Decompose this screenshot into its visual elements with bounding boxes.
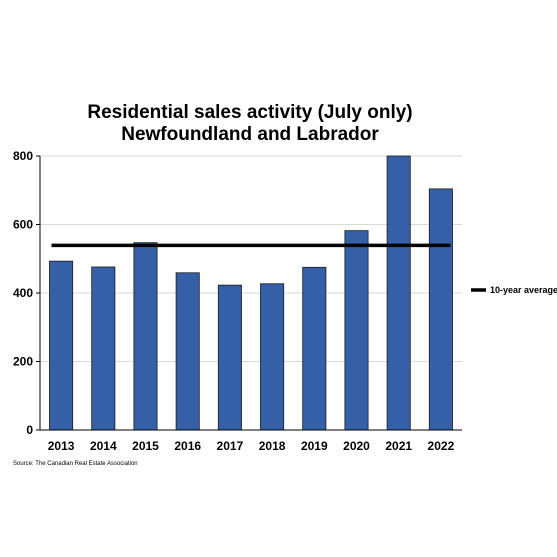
x-tick-label-2018: 2018 <box>259 439 286 453</box>
bar-2018 <box>260 283 285 431</box>
x-tick-label-2020: 2020 <box>343 439 370 453</box>
x-tick-label-2015: 2015 <box>132 439 159 453</box>
bars <box>49 155 453 431</box>
axes <box>36 155 462 431</box>
y-tick-label-0: 0 <box>26 423 33 437</box>
source-note: Source: The Canadian Real Estate Associa… <box>13 461 138 467</box>
bar-2014 <box>91 266 116 431</box>
x-tick-label-2013: 2013 <box>48 439 75 453</box>
y-tick-labels: 0 200 400 600 800 <box>13 149 33 437</box>
y-tick-label-600: 600 <box>13 218 33 232</box>
x-tick-label-2016: 2016 <box>174 439 201 453</box>
bar-2020 <box>344 230 369 431</box>
chart-subtitle: Newfoundland and Labrador <box>121 124 379 145</box>
bar-2015 <box>133 242 158 431</box>
bar-2016 <box>175 272 200 431</box>
bar-2017 <box>217 284 242 431</box>
x-tick-labels: 2013 2014 2015 2016 2017 2018 2019 2020 2021 2022 <box>48 439 455 453</box>
x-tick-label-2021: 2021 <box>385 439 412 453</box>
bar-2022 <box>428 188 453 431</box>
x-tick-label-2019: 2019 <box>301 439 328 453</box>
y-tick-label-400: 400 <box>13 286 33 300</box>
chart-title: Residential sales activity (July only) <box>87 102 412 123</box>
y-tick-label-800: 800 <box>13 149 33 163</box>
legend: 10-year average <box>471 285 557 295</box>
legend-label-average: 10-year average <box>490 285 557 295</box>
bar-2021 <box>386 155 411 431</box>
x-tick-label-2014: 2014 <box>90 439 117 453</box>
y-tick-label-200: 200 <box>13 355 33 369</box>
x-tick-label-2022: 2022 <box>428 439 455 453</box>
bar-2013 <box>49 260 74 431</box>
x-tick-label-2017: 2017 <box>217 439 244 453</box>
bar-2019 <box>302 266 327 431</box>
